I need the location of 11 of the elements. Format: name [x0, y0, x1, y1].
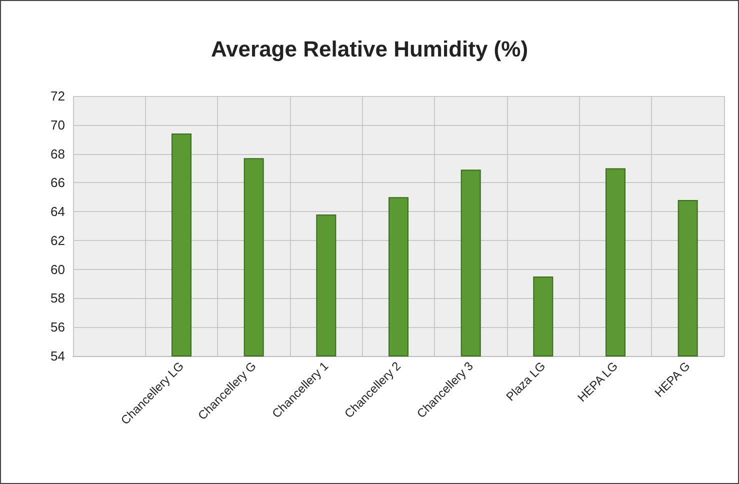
y-tick-label: 56 — [50, 320, 65, 335]
y-tick-label: 58 — [50, 290, 65, 306]
y-tick-label: 70 — [50, 117, 65, 132]
y-tick-label: 60 — [50, 262, 65, 277]
y-tick-label: 72 — [50, 88, 65, 104]
y-tick-label: 62 — [50, 232, 65, 248]
y-tick-label: 54 — [50, 348, 65, 364]
chart-title: Average Relative Humidity (%) — [210, 36, 528, 62]
y-tick-label: 66 — [50, 175, 65, 190]
y-tick-label: 64 — [50, 204, 65, 220]
y-tick-label: 68 — [50, 146, 65, 162]
